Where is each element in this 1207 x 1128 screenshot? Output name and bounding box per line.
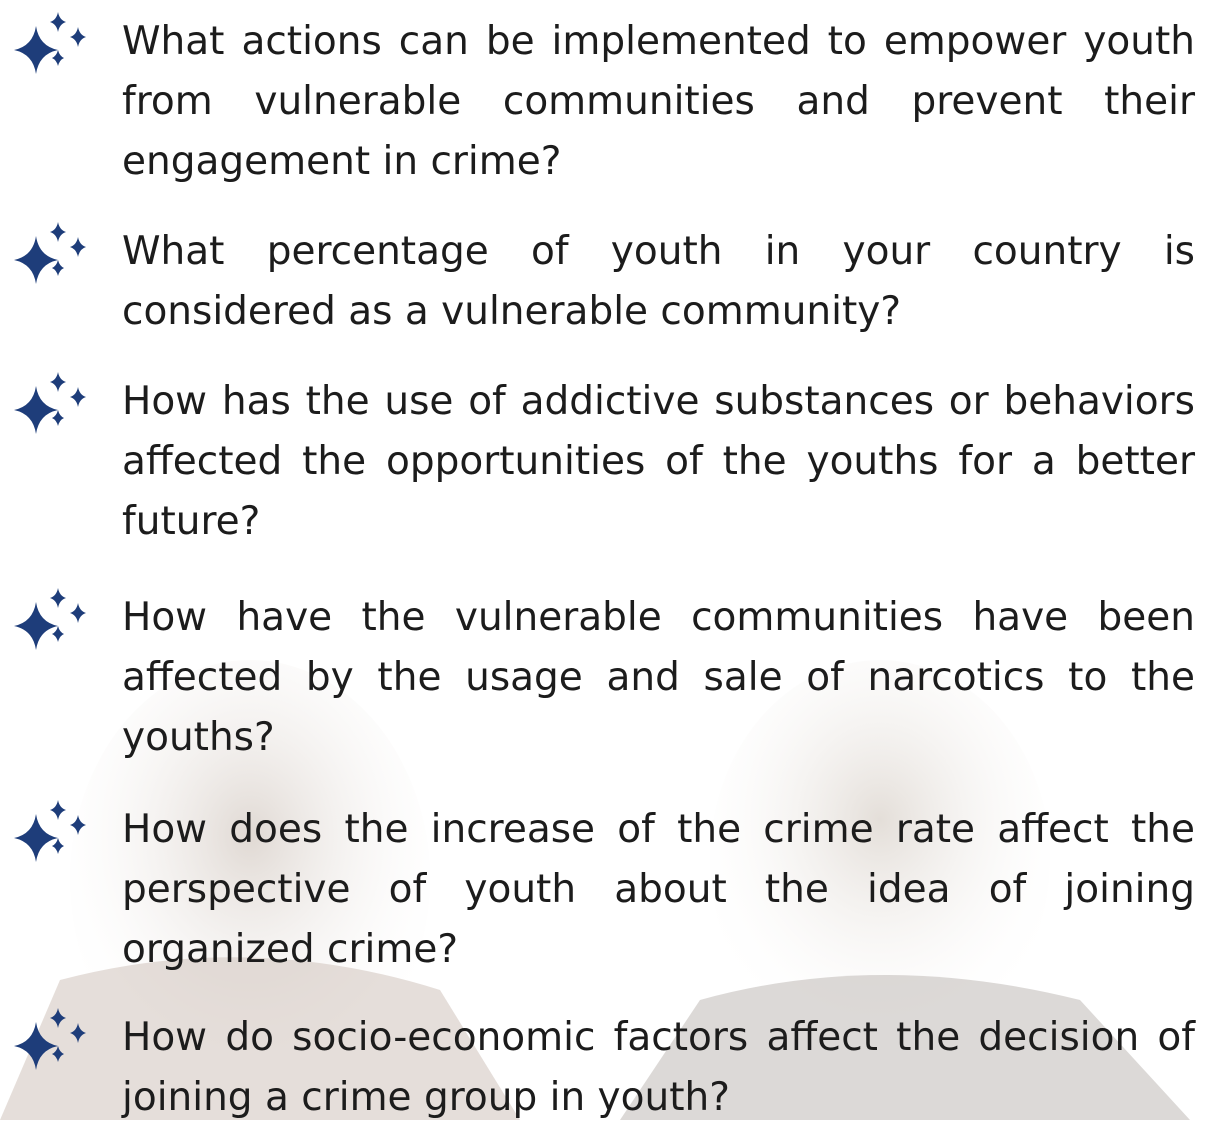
- question-text: What actions can be implemented to empow…: [122, 12, 1195, 192]
- question-text: How does the increase of the crime rate …: [122, 800, 1195, 980]
- question-text: How do socio-economic factors affect the…: [122, 1008, 1195, 1128]
- bullet: [12, 1008, 92, 1082]
- sparkle-icon: [12, 1008, 92, 1078]
- bullet: [12, 588, 92, 662]
- bullet: [12, 372, 92, 446]
- question-text: How has the use of addictive substances …: [122, 372, 1195, 552]
- question-text: How have the vulnerable communities have…: [122, 588, 1195, 768]
- sparkle-icon: [12, 800, 92, 870]
- sparkle-icon: [12, 222, 92, 292]
- bullet: [12, 222, 92, 296]
- question-text: What percentage of youth in your country…: [122, 222, 1195, 342]
- sparkle-icon: [12, 12, 92, 82]
- bullet: [12, 12, 92, 86]
- page: What actions can be implemented to empow…: [0, 0, 1207, 1120]
- sparkle-icon: [12, 372, 92, 442]
- bullet: [12, 800, 92, 874]
- sparkle-icon: [12, 588, 92, 658]
